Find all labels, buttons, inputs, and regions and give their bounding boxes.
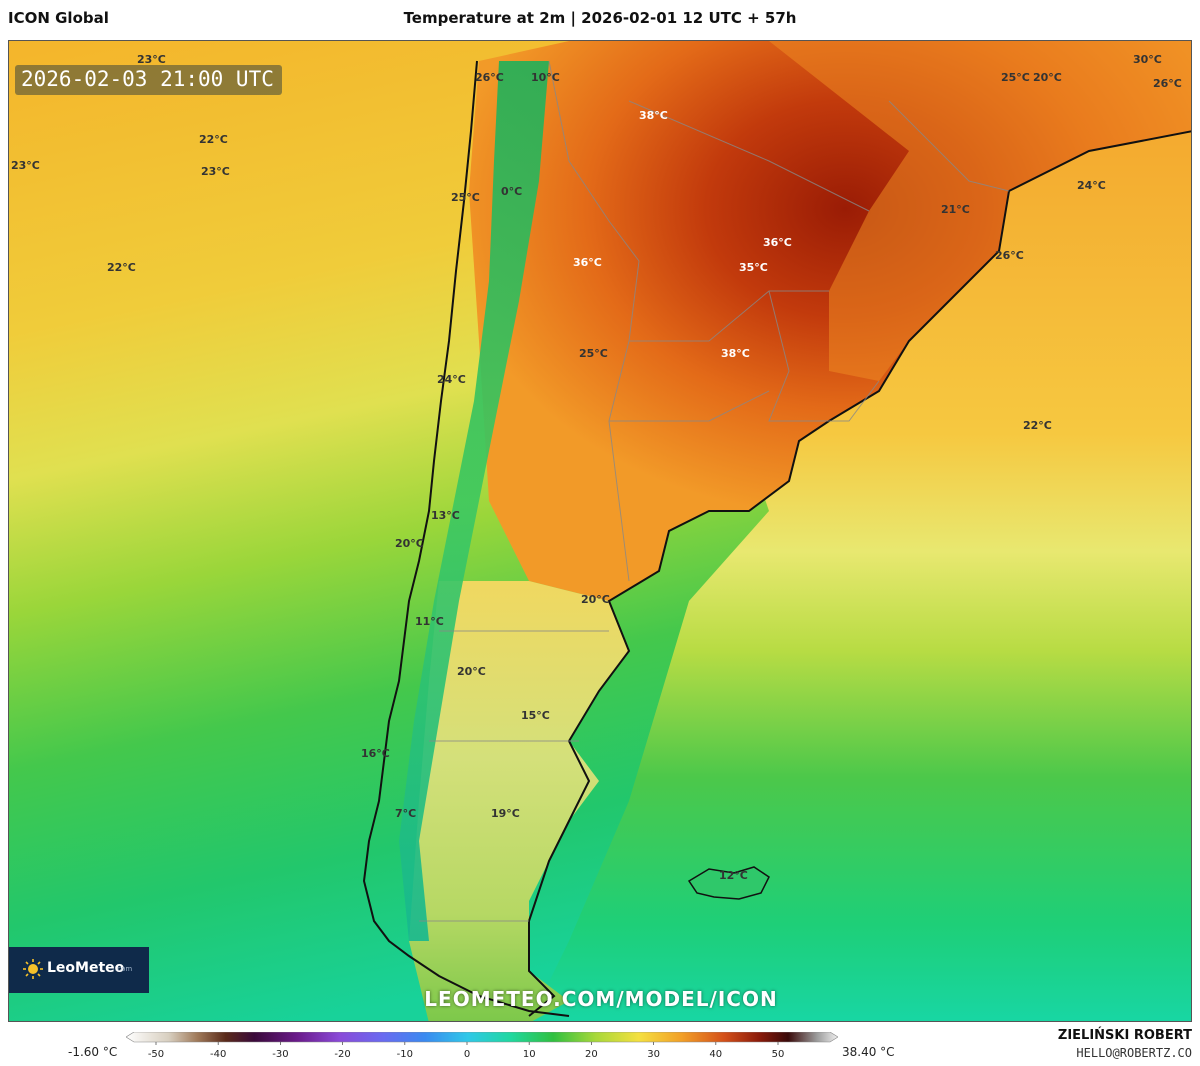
temp-label: 0°C — [501, 185, 523, 198]
temp-label: 22°C — [1023, 419, 1052, 432]
colorbar-ticks: -50 -40 -30 -20 -10 0 10 20 30 40 50 — [148, 1042, 785, 1060]
temp-label: 26°C — [1153, 77, 1182, 90]
header-bar: ICON Global Temperature at 2m | 2026-02-… — [0, 0, 1200, 38]
author-email[interactable]: HELLO@ROBERTZ.CO — [1076, 1046, 1192, 1060]
borders — [419, 60, 1010, 922]
temp-label: 15°C — [521, 709, 550, 722]
andes-ridge — [399, 61, 549, 941]
colorbar-tick-label: 30 — [647, 1049, 660, 1060]
brazil-warm — [769, 41, 1191, 381]
temp-label: 23°C — [201, 165, 230, 178]
scale-min-label: -1.60 °C — [68, 1045, 118, 1059]
logo-subtext: .com — [115, 965, 133, 973]
scale-max-label: 38.40 °C — [842, 1045, 895, 1059]
temp-label: 11°C — [415, 615, 444, 628]
run-title: Temperature at 2m | 2026-02-01 12 UTC + … — [403, 9, 797, 27]
temp-label: 20°C — [1033, 71, 1062, 84]
map-canvas — [9, 41, 1191, 1021]
colorbar-tick-label: 0 — [464, 1049, 470, 1060]
model-url[interactable]: LEOMETEO.COM/MODEL/ICON — [424, 987, 778, 1011]
temp-label: 36°C — [573, 256, 602, 269]
model-title: ICON Global — [8, 9, 109, 27]
temperature-map[interactable]: 2026-02-03 21:00 UTC 23°C 23°C 22°C 23°C… — [8, 40, 1192, 1022]
temp-label: 35°C — [739, 261, 768, 274]
sun-icon — [23, 959, 43, 979]
temp-label: 20°C — [457, 665, 486, 678]
temp-label: 13°C — [431, 509, 460, 522]
temp-label: 38°C — [639, 109, 668, 122]
temp-label: 38°C — [721, 347, 750, 360]
colorbar-tick-label: -50 — [148, 1049, 164, 1060]
colorbar-strip — [126, 1032, 838, 1043]
temp-label: 25°C — [1001, 71, 1030, 84]
author-name: ZIELIŃSKI ROBERT — [1057, 1028, 1192, 1043]
temp-label: 21°C — [941, 203, 970, 216]
colorbar-tick-label: -30 — [272, 1049, 288, 1060]
temp-label: 25°C — [579, 347, 608, 360]
patagonia — [409, 581, 629, 1021]
colorbar-tick-label: 40 — [709, 1049, 722, 1060]
temp-label: 7°C — [395, 807, 417, 820]
colorbar-tick-label: 20 — [585, 1049, 598, 1060]
temp-label: 24°C — [437, 373, 466, 386]
temp-label: 25°C — [451, 191, 480, 204]
temp-label: 26°C — [995, 249, 1024, 262]
temp-label: 12°C — [719, 869, 748, 882]
temp-label: 36°C — [763, 236, 792, 249]
temp-label: 23°C — [137, 53, 166, 66]
leometeo-logo[interactable]: LeoMeteo .com — [9, 947, 149, 993]
temp-label: 24°C — [1077, 179, 1106, 192]
valid-time-badge: 2026-02-03 21:00 UTC — [15, 65, 282, 95]
temp-label: 30°C — [1133, 53, 1162, 66]
logo-text: LeoMeteo — [47, 960, 125, 976]
temp-label: 19°C — [491, 807, 520, 820]
falkland-islands — [687, 866, 770, 900]
colorbar-tick-label: -20 — [334, 1049, 350, 1060]
temp-label: 10°C — [531, 71, 560, 84]
temp-label: 26°C — [475, 71, 504, 84]
legend-bar: -1.60 °C — [0, 1024, 1200, 1066]
colorbar-tick-label: -40 — [210, 1049, 226, 1060]
temp-label: 23°C — [11, 159, 40, 172]
colorbar-tick-label: 50 — [772, 1049, 785, 1060]
temp-label: 22°C — [199, 133, 228, 146]
temp-label: 16°C — [361, 747, 390, 760]
pacific-coast — [362, 60, 570, 1017]
temp-label: 20°C — [395, 537, 424, 550]
atlantic-coast — [528, 130, 1191, 1017]
colorbar-tick-label: -10 — [397, 1049, 413, 1060]
temp-label: 22°C — [107, 261, 136, 274]
temp-label: 20°C — [581, 593, 610, 606]
temperature-colorbar: -50 -40 -30 -20 -10 0 10 20 30 40 50 — [126, 1032, 838, 1060]
colorbar-tick-label: 10 — [523, 1049, 536, 1060]
